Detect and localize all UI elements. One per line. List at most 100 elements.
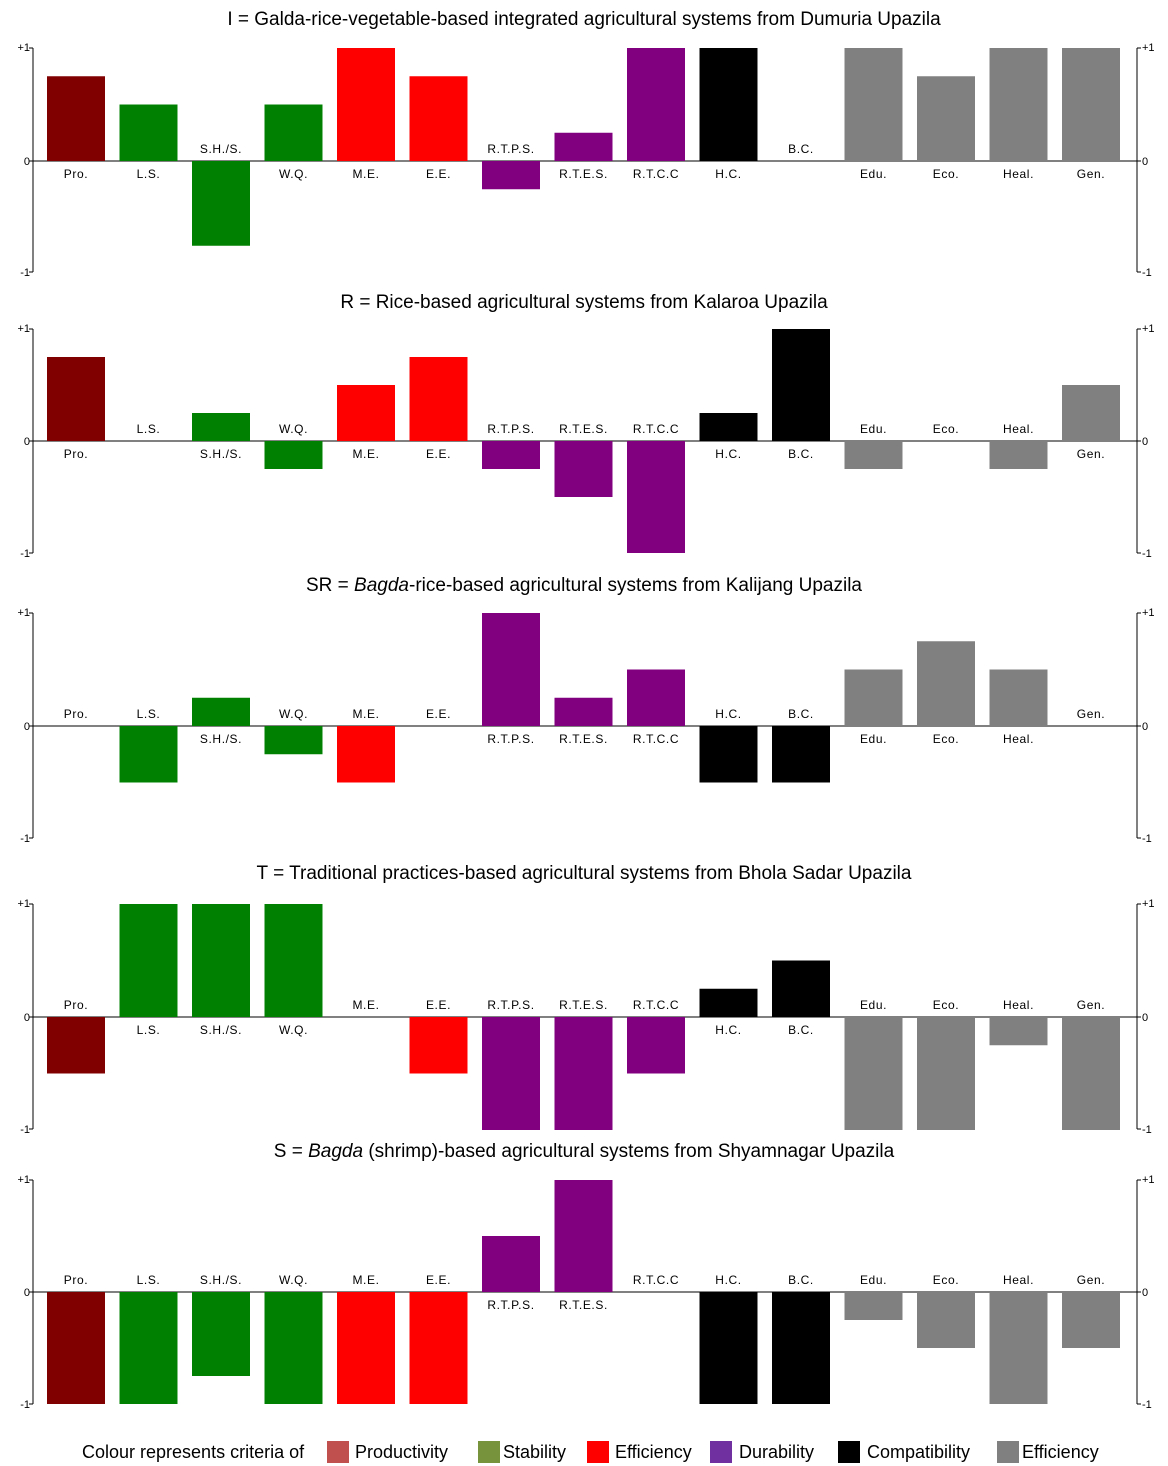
bar (264, 904, 323, 1017)
y-tick-label-right: -1 (1142, 1124, 1152, 1136)
category-label: W.Q. (279, 1023, 308, 1037)
y-tick-label-left: +1 (17, 1174, 30, 1186)
y-tick-label-right: -1 (1142, 833, 1152, 845)
bar (699, 413, 758, 441)
category-label: Edu. (860, 998, 887, 1012)
bar (772, 1292, 830, 1404)
bar (844, 1017, 903, 1130)
bar (1062, 385, 1120, 441)
category-label: R.T.P.S. (487, 422, 534, 436)
category-label: R.T.C.C (633, 998, 679, 1012)
category-label: Pro. (64, 1273, 88, 1287)
bar (482, 161, 540, 190)
category-label: E.E. (426, 447, 451, 461)
category-label: S.H./S. (200, 732, 242, 746)
category-label: B.C. (788, 447, 814, 461)
category-label: H.C. (715, 447, 741, 461)
y-tick-label-right: +1 (1142, 42, 1155, 54)
bar (627, 669, 685, 726)
bar (47, 1017, 105, 1074)
legend-swatch-stability (478, 1441, 500, 1463)
category-label: Edu. (860, 732, 887, 746)
legend-label-efficiency-2: Efficiency (1022, 1442, 1099, 1462)
bar (119, 1292, 178, 1404)
bar (554, 697, 613, 726)
category-label: Gen. (1077, 1273, 1105, 1287)
y-tick-label-right: 0 (1142, 436, 1148, 448)
category-label: R.T.E.S. (559, 732, 608, 746)
y-tick-label-left: -1 (20, 548, 30, 560)
legend-intro: Colour represents criteria of (82, 1442, 305, 1462)
category-label: Edu. (860, 1273, 887, 1287)
bar (627, 48, 685, 161)
y-tick-label-right: 0 (1142, 1012, 1148, 1024)
bar (917, 1017, 975, 1130)
category-label: S.H./S. (200, 1023, 242, 1037)
bar (772, 726, 830, 783)
legend-swatch-efficiency (587, 1441, 609, 1463)
category-label: M.E. (352, 447, 379, 461)
bar (554, 1017, 613, 1130)
category-label: Heal. (1003, 998, 1034, 1012)
category-label: B.C. (788, 707, 814, 721)
category-label: Eco. (933, 998, 959, 1012)
y-tick-label-left: -1 (20, 1399, 30, 1411)
bar (627, 1017, 685, 1074)
y-tick-label-left: 0 (24, 1012, 30, 1024)
y-tick-label-left: +1 (17, 607, 30, 619)
bar (264, 104, 323, 161)
bar (192, 904, 250, 1017)
chart-title: R = Rice-based agricultural systems from… (340, 292, 828, 313)
category-label: E.E. (426, 998, 451, 1012)
bar (192, 1292, 250, 1376)
y-tick-label-left: +1 (17, 898, 30, 910)
category-label: Heal. (1003, 732, 1034, 746)
y-tick-label-right: +1 (1142, 607, 1155, 619)
bar (192, 413, 250, 441)
legend-swatch-productivity (327, 1441, 349, 1463)
category-label: M.E. (352, 707, 379, 721)
legend-label-compatibility: Compatibility (867, 1442, 971, 1462)
bar (989, 1017, 1048, 1046)
bar (627, 441, 685, 553)
bar (192, 161, 250, 246)
bar (409, 357, 468, 441)
bar (409, 1292, 468, 1404)
bar (337, 385, 395, 441)
chart-title: SR = Bagda-rice-based agricultural syste… (306, 575, 862, 596)
bar (482, 1017, 540, 1130)
category-label: Gen. (1077, 707, 1105, 721)
category-label: W.Q. (279, 1273, 308, 1287)
category-label: Heal. (1003, 167, 1034, 181)
bar (844, 441, 903, 469)
y-tick-label-right: 0 (1142, 721, 1148, 733)
y-tick-label-right: +1 (1142, 323, 1155, 335)
category-label: Gen. (1077, 998, 1105, 1012)
bar (47, 357, 105, 441)
bar (119, 104, 178, 161)
legend-swatch-durability (710, 1441, 732, 1463)
category-label: B.C. (788, 1273, 814, 1287)
chart-title: T = Traditional practices-based agricult… (257, 863, 912, 884)
bar (772, 960, 830, 1017)
bar (337, 726, 395, 783)
y-tick-label-left: -1 (20, 1124, 30, 1136)
bar (844, 1292, 903, 1320)
category-label: E.E. (426, 707, 451, 721)
category-label: M.E. (352, 167, 379, 181)
y-tick-label-left: 0 (24, 436, 30, 448)
category-label: R.T.C.C (633, 732, 679, 746)
chart-title: S = Bagda (shrimp)-based agricultural sy… (274, 1141, 895, 1162)
legend: Colour represents criteria of Productivi… (0, 1436, 1168, 1466)
bar (554, 441, 613, 497)
y-tick-label-right: +1 (1142, 1174, 1155, 1186)
chart-panel-4: T = Traditional practices-based agricult… (17, 863, 1154, 1136)
bar (482, 613, 540, 726)
category-label: Gen. (1077, 167, 1105, 181)
chart-panel-2: R = Rice-based agricultural systems from… (17, 292, 1154, 560)
y-tick-label-right: +1 (1142, 898, 1155, 910)
bar (917, 1292, 975, 1348)
y-tick-label-right: -1 (1142, 267, 1152, 279)
category-label: R.T.P.S. (487, 998, 534, 1012)
